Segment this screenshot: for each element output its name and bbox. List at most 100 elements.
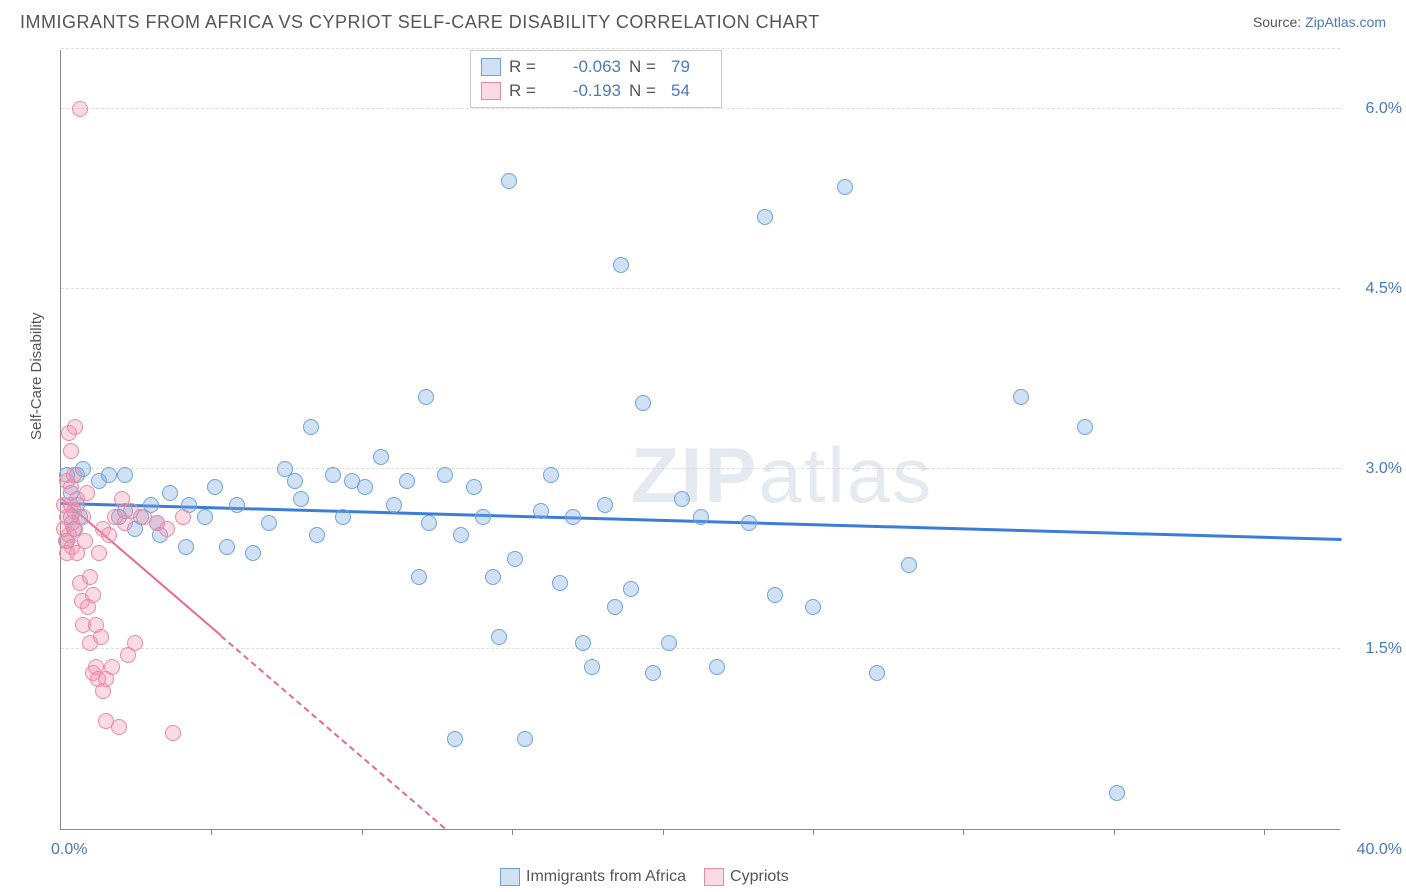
data-point (661, 635, 677, 651)
data-point (597, 497, 613, 513)
scatter-plot: ZIPatlas 1.5%3.0%4.5%6.0%0.0%40.0% (60, 50, 1340, 830)
data-point (287, 473, 303, 489)
x-tick-mark (211, 829, 212, 835)
source-link[interactable]: ZipAtlas.com (1305, 14, 1386, 30)
data-point (72, 101, 88, 117)
legend-n-label: N = (629, 81, 663, 101)
data-point (175, 509, 191, 525)
data-point (77, 533, 93, 549)
data-point (309, 527, 325, 543)
source-label: Source: (1253, 14, 1301, 30)
data-point (613, 257, 629, 273)
y-tick-label: 4.5% (1347, 280, 1402, 298)
data-point (475, 509, 491, 525)
data-point (741, 515, 757, 531)
watermark: ZIPatlas (631, 430, 933, 521)
gridline (61, 288, 1340, 289)
data-point (93, 629, 109, 645)
data-point (418, 389, 434, 405)
gridline (61, 468, 1340, 469)
data-point (178, 539, 194, 555)
x-axis-start: 0.0% (51, 841, 87, 859)
data-point (901, 557, 917, 573)
legend-item: Cypriots (704, 868, 789, 886)
data-point (66, 467, 82, 483)
legend-n-label: N = (629, 57, 663, 77)
data-point (491, 629, 507, 645)
data-point (466, 479, 482, 495)
data-point (386, 497, 402, 513)
gridline (61, 108, 1340, 109)
data-point (399, 473, 415, 489)
data-point (85, 587, 101, 603)
legend-r-value: -0.063 (551, 57, 621, 77)
x-tick-mark (1114, 829, 1115, 835)
data-point (91, 545, 107, 561)
data-point (709, 659, 725, 675)
data-point (197, 509, 213, 525)
x-tick-mark (963, 829, 964, 835)
gridline (61, 648, 1340, 649)
data-point (1077, 419, 1093, 435)
data-point (101, 527, 117, 543)
data-point (533, 503, 549, 519)
data-point (207, 479, 223, 495)
x-tick-mark (1264, 829, 1265, 835)
data-point (162, 485, 178, 501)
data-point (101, 467, 117, 483)
data-point (485, 569, 501, 585)
legend-swatch (481, 82, 501, 100)
y-tick-label: 6.0% (1347, 100, 1402, 118)
data-point (623, 581, 639, 597)
data-point (693, 509, 709, 525)
data-point (565, 509, 581, 525)
legend-label: Immigrants from Africa (526, 868, 686, 885)
data-point (245, 545, 261, 561)
x-tick-mark (512, 829, 513, 835)
x-tick-mark (813, 829, 814, 835)
data-point (1013, 389, 1029, 405)
legend-label: Cypriots (730, 868, 789, 885)
data-point (607, 599, 623, 615)
data-point (373, 449, 389, 465)
trend-line (220, 635, 445, 829)
x-axis-end: 40.0% (1357, 841, 1402, 859)
data-point (303, 419, 319, 435)
x-tick-mark (663, 829, 664, 835)
legend-swatch (481, 58, 501, 76)
data-point (517, 731, 533, 747)
data-point (229, 497, 245, 513)
data-point (584, 659, 600, 675)
data-point (411, 569, 427, 585)
data-point (357, 479, 373, 495)
data-point (335, 509, 351, 525)
legend-row: R = -0.063 N = 79 (481, 55, 711, 79)
data-point (757, 209, 773, 225)
x-tick-mark (362, 829, 363, 835)
data-point (543, 467, 559, 483)
series-legend: Immigrants from Africa Cypriots (500, 868, 789, 886)
data-point (293, 491, 309, 507)
data-point (805, 599, 821, 615)
data-point (127, 635, 143, 651)
data-point (1109, 785, 1125, 801)
data-point (261, 515, 277, 531)
data-point (837, 179, 853, 195)
data-point (219, 539, 235, 555)
data-point (447, 731, 463, 747)
data-point (453, 527, 469, 543)
data-point (674, 491, 690, 507)
data-point (111, 719, 127, 735)
data-point (325, 467, 341, 483)
legend-r-label: R = (509, 57, 543, 77)
legend-swatch (704, 868, 724, 886)
legend-row: R =-0.193N =54 (481, 79, 711, 103)
data-point (165, 725, 181, 741)
data-point (117, 467, 133, 483)
legend-swatch (500, 868, 520, 886)
legend-r-value: -0.193 (551, 81, 621, 101)
legend-n-value: 79 (671, 57, 711, 77)
data-point (75, 509, 91, 525)
chart-title: IMMIGRANTS FROM AFRICA VS CYPRIOT SELF-C… (20, 12, 820, 33)
correlation-legend: R =-0.063N =79R =-0.193N =54 (470, 50, 722, 108)
